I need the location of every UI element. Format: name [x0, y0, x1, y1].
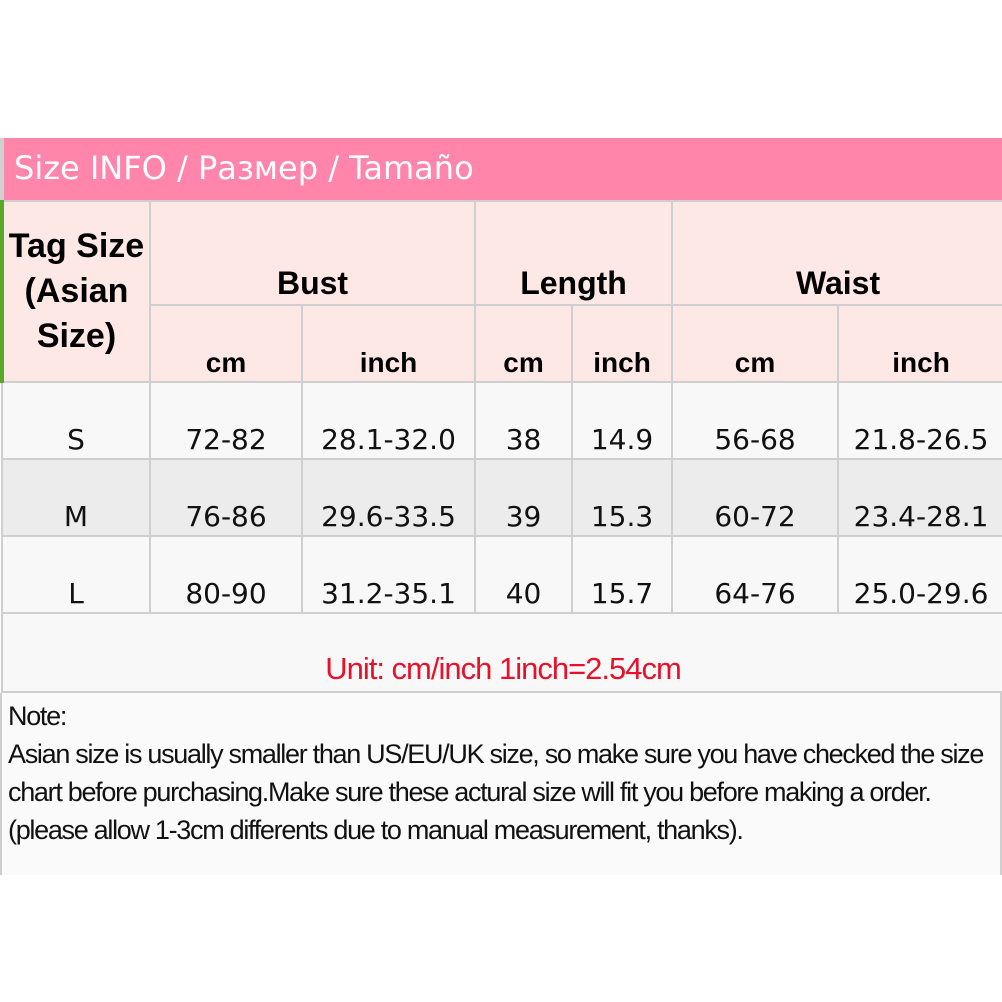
size-cell: M: [1, 458, 151, 537]
table-row: L 80-90 31.2-35.1 40 15.7 64-76 25.0-29.…: [1, 535, 1002, 614]
value-cell: 31.2-35.1: [300, 535, 477, 614]
size-cell: L: [1, 535, 151, 614]
size-table: Tag Size (Asian Size) Bust Length Waist …: [0, 200, 1002, 693]
value-cell: 72-82: [149, 381, 303, 460]
value-cell: 39: [474, 458, 574, 537]
value-cell: 60-72: [671, 458, 840, 537]
size-cell: S: [1, 381, 151, 460]
unit-header: inch: [300, 304, 477, 383]
unit-note: Unit: cm/inch 1inch=2.54cm: [0, 612, 1002, 693]
note-text: Asian size is usually smaller than US/EU…: [8, 739, 984, 845]
value-cell: 29.6-33.5: [300, 458, 477, 537]
table-row: M 76-86 29.6-33.5 39 15.3 60-72 23.4-28.…: [1, 458, 1002, 537]
unit-header: cm: [671, 304, 840, 383]
chart-title: Size INFO / Размер / Tamaño: [0, 138, 1002, 200]
value-cell: 64-76: [671, 535, 840, 614]
size-chart: Size INFO / Размер / Tamaño Tag Size (As…: [0, 138, 1002, 875]
unit-header: inch: [837, 304, 1002, 383]
note-section: Note: Asian size is usually smaller than…: [0, 693, 1002, 875]
table-row: S 72-82 28.1-32.0 38 14.9 56-68 21.8-26.…: [1, 381, 1002, 460]
length-header: Length: [474, 200, 674, 306]
bust-header: Bust: [148, 200, 477, 306]
value-cell: 40: [474, 535, 574, 614]
value-cell: 56-68: [671, 381, 840, 460]
unit-header: cm: [149, 304, 303, 383]
tag-size-header: Tag Size (Asian Size): [0, 200, 151, 383]
value-cell: 14.9: [571, 381, 674, 460]
value-cell: 23.4-28.1: [837, 458, 1002, 537]
unit-header: cm: [474, 304, 574, 383]
value-cell: 21.8-26.5: [837, 381, 1002, 460]
value-cell: 76-86: [149, 458, 303, 537]
unit-header: inch: [571, 304, 674, 383]
value-cell: 28.1-32.0: [300, 381, 477, 460]
value-cell: 80-90: [149, 535, 303, 614]
waist-header: Waist: [671, 200, 1002, 306]
value-cell: 15.3: [571, 458, 674, 537]
value-cell: 38: [474, 381, 574, 460]
note-label: Note:: [8, 701, 67, 731]
value-cell: 15.7: [571, 535, 674, 614]
value-cell: 25.0-29.6: [837, 535, 1002, 614]
